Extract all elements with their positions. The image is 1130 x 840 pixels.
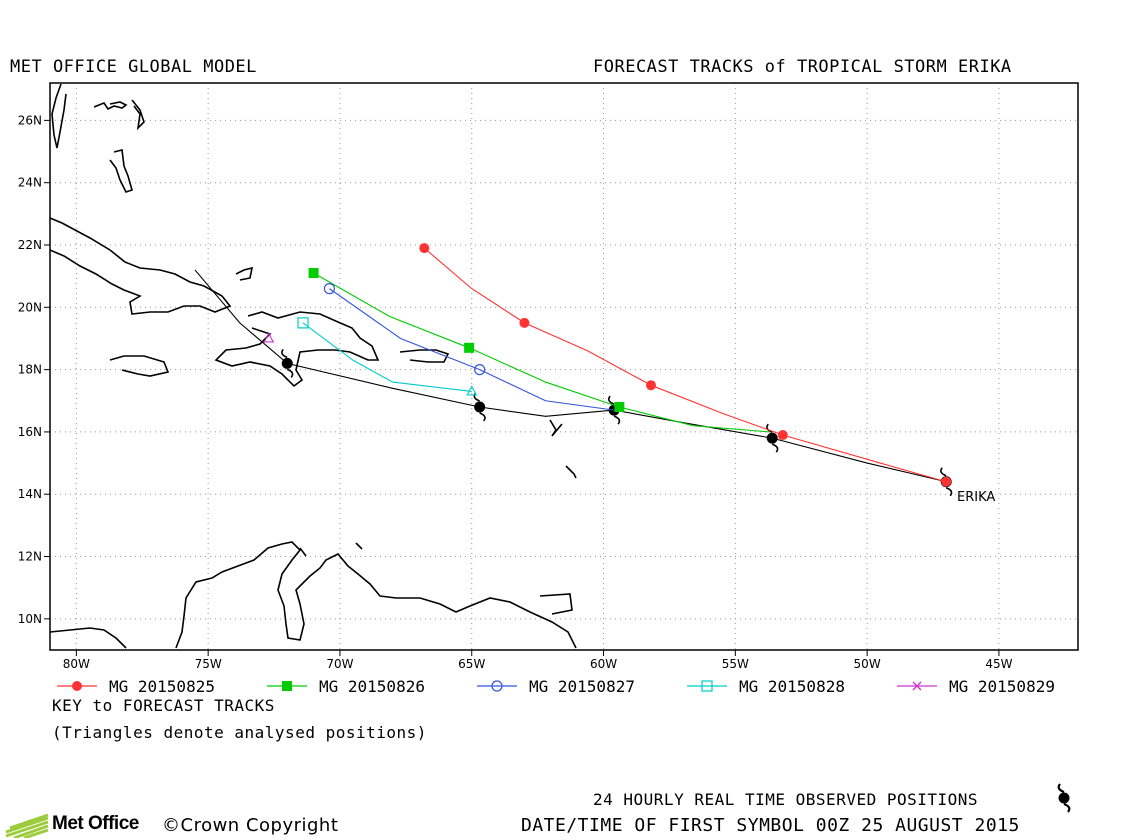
coastline-leeward (549, 419, 563, 437)
track-marker (464, 342, 475, 353)
x-tick-label: 80W (63, 657, 90, 671)
track-mg-20150826 (308, 268, 770, 433)
map-frame (49, 82, 1079, 651)
first-symbol-datetime: DATE/TIME OF FIRST SYMBOL 00Z 25 AUGUST … (521, 815, 1020, 836)
track-line (302, 322, 472, 392)
grid-lines (50, 83, 1078, 650)
legend-label: MG 20150827 (529, 677, 635, 696)
x-tick-label: 60W (590, 657, 617, 671)
track-marker (419, 243, 430, 254)
track-mg-20150829 (263, 332, 275, 343)
track-line (329, 288, 615, 411)
legend-marker (72, 681, 82, 691)
met-office-logo: Met Office (4, 812, 154, 838)
x-tick-label: 70W (326, 657, 353, 671)
met-office-logo-text: Met Office (52, 813, 139, 834)
legend-item: MG 20150828 (687, 677, 845, 696)
track-mg-20150825 (419, 243, 952, 487)
track-marker (474, 364, 486, 376)
legend-marker (282, 681, 292, 691)
legend-item: MG 20150826 (267, 677, 425, 696)
track-marker (645, 380, 656, 391)
legend-marker (701, 680, 713, 692)
key-note: (Triangles denote analysed positions) (52, 723, 427, 742)
header-left-title: MET OFFICE GLOBAL MODEL (10, 57, 257, 77)
x-tick-label: 45W (985, 657, 1012, 671)
track-marker (519, 317, 530, 328)
coastline-aruba (355, 542, 363, 550)
coastline-cuba (49, 217, 232, 315)
legend: MG 20150825 MG 20150826 MG 20150827 MG 2015… (57, 677, 1055, 696)
legend-label: MG 20150828 (739, 677, 845, 696)
key-title: KEY to FORECAST TRACKS (52, 696, 275, 715)
storm-symbol-icon (473, 392, 486, 422)
y-tick-label: 14N (18, 487, 42, 501)
storm-symbol-icon (281, 348, 294, 378)
track-marker (308, 268, 319, 279)
analysed-position-triangle (466, 385, 478, 396)
coastline-south-america (49, 541, 577, 649)
observed-track (194, 269, 953, 497)
track-marker (777, 430, 788, 441)
track-mg-20150827 (323, 283, 615, 411)
x-tick-label: 50W (854, 657, 881, 671)
track-marker (323, 283, 336, 295)
y-tick-label: 18N (18, 363, 42, 377)
coastline-puerto-rico (399, 349, 450, 363)
coastline-bahamas-1 (93, 101, 128, 111)
coastlines (49, 83, 577, 649)
legend-label: MG 20150829 (949, 677, 1055, 696)
legend-label: MG 20150826 (319, 677, 425, 696)
coastline-guajira (299, 547, 307, 557)
met-office-logo-icon (5, 813, 49, 838)
track-line (423, 247, 947, 483)
coastline-hispaniola (214, 311, 380, 388)
legend-marker (491, 680, 503, 692)
axis-ticks: 80W 75W 70W 65W 60W 55W 50W 45W 10N 12N 14N 16N 18N 2… (18, 113, 1013, 671)
y-tick-label: 10N (18, 612, 42, 626)
y-tick-label: 24N (18, 176, 42, 190)
x-tick-label: 75W (195, 657, 222, 671)
track-marker (614, 402, 625, 412)
observed-track-line (194, 269, 947, 483)
legend-item: MG 20150825 (57, 677, 215, 696)
analysed-position-triangle (263, 332, 275, 343)
coastline-florida (51, 83, 67, 149)
header-right-title: FORECAST TRACKS of TROPICAL STORM ERIKA (593, 57, 1012, 77)
track-mg-20150828 (297, 317, 478, 396)
coastline-bahamas-2 (131, 99, 145, 131)
y-tick-label: 22N (18, 238, 42, 252)
forecast-tracks (263, 243, 952, 487)
track-line (313, 272, 770, 433)
observed-positions-label: 24 HOURLY REAL TIME OBSERVED POSITIONS (593, 790, 979, 809)
crown-copyright: ©Crown Copyright (162, 815, 339, 836)
storm-symbol-icon (766, 423, 779, 453)
legend-item: MG 20150827 (477, 677, 635, 696)
legend-label: MG 20150825 (109, 677, 215, 696)
x-tick-label: 55W (722, 657, 749, 671)
coastline-bahamas-3 (109, 149, 133, 193)
storm-symbol-icon (1057, 783, 1071, 813)
coastline-jamaica (109, 355, 170, 377)
y-tick-label: 12N (18, 550, 42, 564)
coastline-turks (235, 266, 254, 281)
legend-marker (912, 681, 922, 691)
y-tick-label: 16N (18, 425, 42, 439)
coastline-barbados (565, 465, 577, 479)
coastline-trinidad (539, 593, 573, 615)
track-marker (297, 317, 309, 329)
y-tick-label: 26N (18, 113, 42, 127)
track-marker (941, 476, 952, 487)
storm-label: ERIKA (957, 490, 995, 505)
x-tick-label: 65W (458, 657, 485, 671)
y-tick-label: 20N (18, 300, 42, 314)
legend-item: MG 20150829 (897, 677, 1055, 696)
